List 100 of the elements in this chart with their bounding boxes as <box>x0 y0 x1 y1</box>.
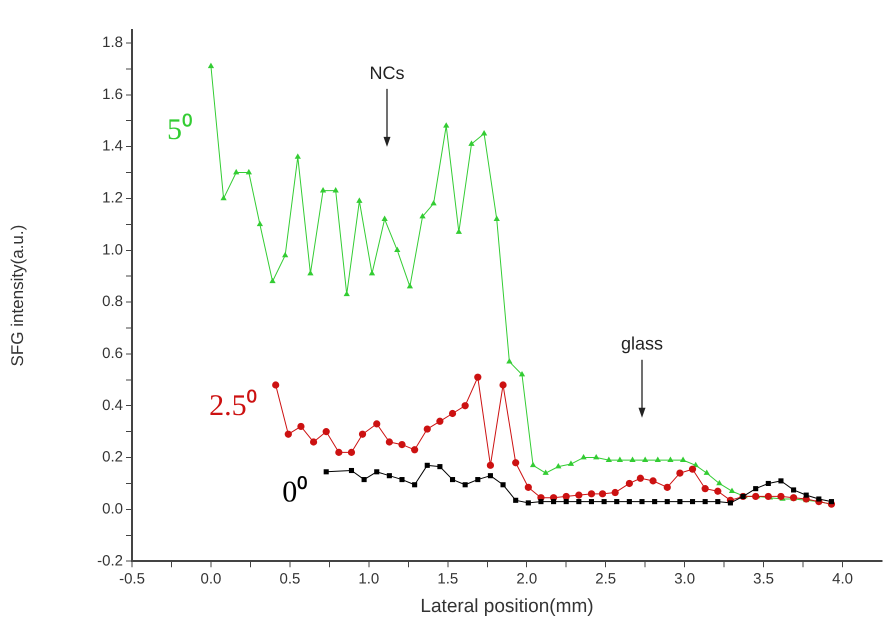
y-tick-label: -0.2 <box>97 552 123 570</box>
point <box>728 500 733 506</box>
x-tick-label: 2.0 <box>516 570 538 588</box>
annotation: glass <box>620 334 664 354</box>
point <box>284 430 292 438</box>
point <box>494 216 500 221</box>
y-tick-label: 1.2 <box>102 190 123 207</box>
point <box>443 122 450 128</box>
x-tick-label: 0.5 <box>279 570 300 588</box>
point <box>568 460 574 466</box>
point <box>702 499 708 504</box>
point <box>424 425 431 433</box>
point <box>448 410 456 418</box>
point <box>777 492 785 500</box>
series-label: 2.5⁰ <box>209 388 258 422</box>
point <box>399 477 405 482</box>
point <box>715 499 720 504</box>
point <box>664 499 670 504</box>
point <box>636 474 644 482</box>
point <box>437 464 442 470</box>
point <box>506 358 512 364</box>
point <box>575 492 582 499</box>
x-tick-label: 3.0 <box>674 570 696 588</box>
y-tick-label: 1.4 <box>102 138 123 155</box>
x-axis-title: Lateral position(mm) <box>420 596 594 617</box>
point <box>324 469 329 474</box>
point <box>386 438 393 446</box>
point <box>512 459 520 466</box>
point <box>518 371 526 376</box>
point <box>753 486 758 492</box>
x-tick-label: 1.5 <box>437 570 458 588</box>
y-tick-label: 0.8 <box>102 293 123 310</box>
point <box>474 374 482 381</box>
point <box>680 456 686 462</box>
point <box>500 482 506 488</box>
point <box>394 246 400 252</box>
x-tick-label: 0.0 <box>200 570 222 588</box>
point <box>551 499 556 504</box>
point <box>778 478 784 484</box>
series-label: 5⁰ <box>166 113 193 146</box>
point <box>614 499 620 504</box>
x-tick-label: 3.5 <box>753 570 774 588</box>
point <box>649 477 657 484</box>
point <box>322 428 330 436</box>
point <box>348 468 354 474</box>
y-tick-label: 1.0 <box>102 241 123 258</box>
y-axis-title: SFG intensity(a.u.) <box>8 224 27 366</box>
point <box>233 168 240 174</box>
point <box>294 153 301 159</box>
point <box>580 454 587 460</box>
point <box>208 62 214 68</box>
point <box>406 282 414 288</box>
point <box>588 499 594 504</box>
point <box>480 130 488 136</box>
point <box>462 482 468 488</box>
point <box>488 473 493 478</box>
point <box>450 477 456 482</box>
point <box>419 212 426 218</box>
point <box>612 488 619 496</box>
point <box>412 482 418 488</box>
point <box>639 499 645 504</box>
point <box>606 456 612 462</box>
point <box>702 485 709 492</box>
y-tick-label: 0.2 <box>102 448 123 466</box>
point <box>368 270 376 276</box>
point <box>386 473 392 478</box>
point <box>538 499 544 504</box>
point <box>335 448 342 456</box>
point <box>704 470 710 475</box>
point <box>430 200 437 206</box>
point <box>677 499 682 504</box>
point <box>374 469 380 474</box>
point <box>398 440 406 448</box>
point <box>256 220 264 226</box>
point <box>716 480 722 486</box>
x-tick-label: 2.5 <box>595 570 616 588</box>
point <box>576 499 582 504</box>
point <box>499 381 507 389</box>
point <box>320 187 326 192</box>
x-tick-label: 4.0 <box>832 570 853 588</box>
point <box>462 402 469 410</box>
point <box>654 456 661 462</box>
point <box>513 498 518 503</box>
point <box>652 499 658 504</box>
point <box>382 216 388 221</box>
point <box>562 492 570 500</box>
y-tick-label: 0.0 <box>102 500 123 518</box>
point <box>667 456 674 462</box>
point <box>282 252 288 258</box>
point <box>690 499 696 504</box>
point <box>297 422 305 430</box>
point <box>411 446 418 454</box>
point <box>362 477 367 482</box>
point <box>356 197 362 203</box>
point <box>373 420 380 428</box>
point <box>475 477 480 482</box>
point <box>486 462 494 469</box>
point <box>542 470 549 475</box>
point <box>220 194 227 200</box>
point <box>616 456 624 462</box>
